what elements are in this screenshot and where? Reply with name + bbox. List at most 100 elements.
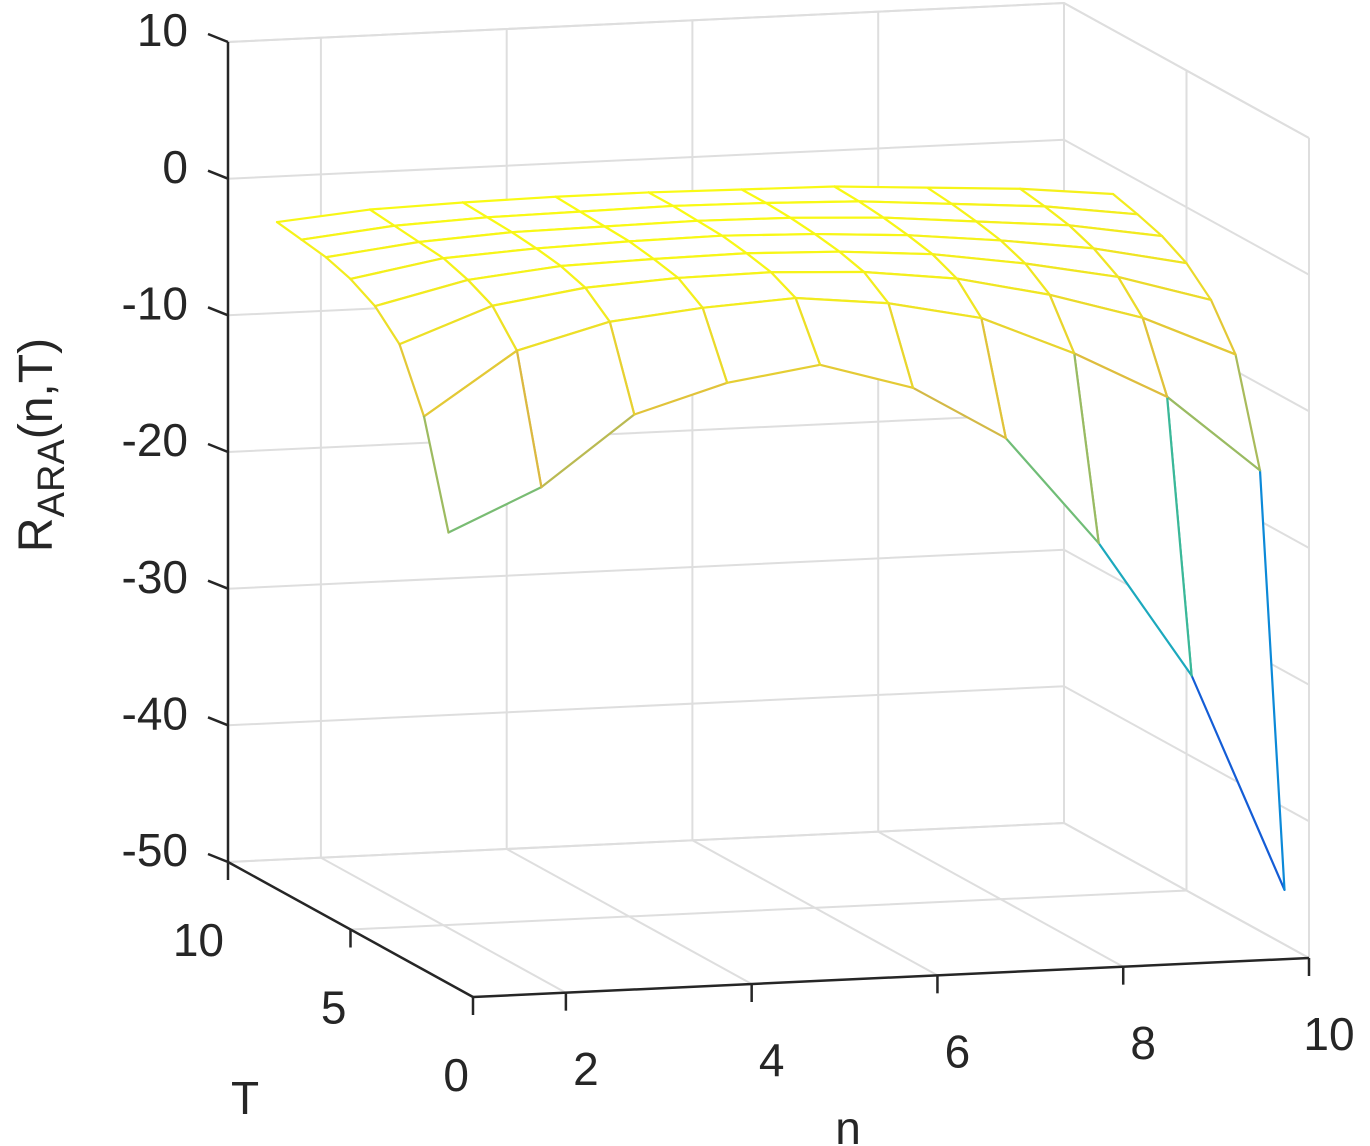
mesh-edge [696, 219, 724, 237]
mesh-edge [857, 200, 885, 219]
mesh-edge [608, 320, 636, 416]
z-tick [207, 306, 229, 317]
mesh-face [746, 251, 864, 273]
mesh-edge [324, 256, 352, 281]
mesh-edge [975, 220, 1002, 242]
z-tick-label: -10 [122, 277, 188, 329]
box-edge [227, 1, 1310, 139]
y-axis-label: T [231, 1072, 259, 1124]
mesh-face [907, 235, 1026, 264]
mesh-edge [447, 486, 543, 534]
mesh-edge [1185, 262, 1213, 302]
mesh-edge [300, 224, 396, 241]
z-axis-label: RARA(n,T) [10, 338, 73, 552]
mesh-edge [300, 238, 328, 259]
mesh-edge [1097, 542, 1193, 677]
mesh-edge [1004, 437, 1100, 545]
mesh-edge [1068, 224, 1164, 238]
mesh-edge [833, 185, 929, 189]
mesh-edge [677, 276, 704, 309]
mesh-edge [1043, 205, 1071, 227]
mesh-edge [422, 349, 518, 418]
x-tick-label: 10 [1303, 1008, 1354, 1060]
mesh-face [981, 318, 1099, 544]
mesh-edge [628, 234, 724, 243]
mesh-face [462, 196, 581, 218]
mesh-face [1044, 206, 1162, 236]
mesh-edge [720, 232, 817, 237]
mesh-edge [794, 296, 890, 305]
mesh-edge [1024, 262, 1120, 279]
mesh-edge [745, 252, 773, 274]
mesh-face [722, 234, 840, 254]
mesh-face [771, 272, 889, 304]
mesh-edge [1068, 224, 1095, 250]
mesh-edge [726, 363, 822, 384]
x-tick-label: 2 [573, 1043, 599, 1095]
mesh-face [1142, 317, 1260, 471]
mesh-edge [584, 276, 680, 289]
mesh-edge [794, 296, 822, 366]
mesh-edge [579, 210, 606, 228]
z-tick-label: -30 [122, 551, 188, 603]
mesh-edge [422, 415, 450, 534]
z-tick-label: -40 [122, 687, 188, 739]
mesh-face [702, 298, 821, 383]
mesh-edge [349, 277, 377, 308]
mesh-edge [417, 231, 513, 244]
mesh-edge [1073, 352, 1169, 398]
mesh-face [1074, 353, 1192, 676]
mesh-edge [1209, 298, 1237, 356]
mesh-face [277, 209, 395, 240]
mesh-edge [486, 210, 582, 219]
mesh-edge [393, 224, 420, 244]
mesh-edge [491, 304, 518, 352]
mesh-edge [950, 202, 1046, 208]
mesh-edge [764, 201, 792, 219]
mesh-edge [931, 253, 958, 280]
mesh-edge [1048, 293, 1076, 355]
z-tick-label: 0 [162, 141, 188, 193]
mesh-edge [1136, 213, 1164, 238]
mesh-edge [1117, 275, 1144, 319]
mesh-edge [955, 277, 983, 320]
z-label-base: R [10, 517, 63, 552]
mesh-face [863, 272, 982, 319]
mesh-face [1118, 276, 1236, 355]
mesh-edge [652, 257, 680, 280]
mesh-face [516, 321, 635, 488]
mesh-edge [603, 219, 699, 228]
x-tick-label: 4 [759, 1034, 785, 1086]
mesh-edge [603, 225, 631, 243]
grid-line [691, 20, 938, 977]
x-tick-label: 8 [1130, 1017, 1156, 1069]
mesh-edge [999, 239, 1095, 250]
mesh-face [604, 220, 723, 242]
mesh-face [927, 187, 1045, 207]
mesh-face [834, 186, 952, 204]
mesh-face [301, 225, 419, 258]
mesh-edge [559, 264, 587, 289]
mesh-edge [442, 257, 469, 282]
z-label-sub: ARA [31, 439, 73, 518]
mesh-edge [1073, 352, 1100, 545]
mesh-edge [466, 278, 494, 307]
mesh-edge [1141, 316, 1169, 398]
x-axis [472, 956, 1310, 999]
mesh-face [673, 203, 791, 221]
mesh-edge [1092, 247, 1188, 265]
mesh-edge [1166, 395, 1262, 472]
mesh-edge [701, 306, 729, 384]
z-tick [207, 579, 229, 590]
mesh-face [697, 217, 815, 236]
mesh-edge [769, 271, 797, 300]
mesh-edge [740, 188, 768, 205]
mesh-face [399, 305, 517, 417]
mesh-face [1020, 188, 1138, 215]
mesh-edge [838, 250, 934, 256]
mesh-edge [554, 195, 582, 213]
mesh-edge [398, 343, 426, 418]
x-tick-label: 6 [945, 1025, 971, 1077]
mesh-face [932, 254, 1050, 295]
